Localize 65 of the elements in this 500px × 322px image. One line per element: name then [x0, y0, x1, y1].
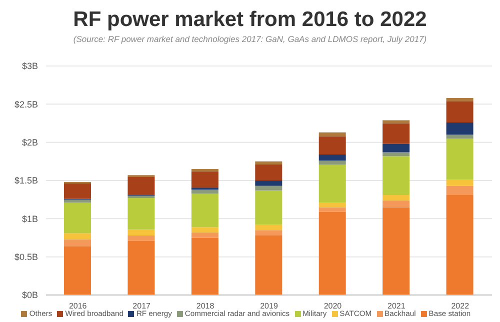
bar	[191, 190, 218, 194]
bar	[191, 227, 218, 232]
bar	[128, 229, 155, 236]
bar	[382, 123, 410, 144]
bar	[382, 144, 410, 152]
bar	[128, 176, 155, 196]
bar	[382, 120, 410, 124]
x-tick-label: 2018	[196, 302, 215, 311]
y-tick-label: $1.5B	[14, 176, 38, 186]
y-tick-label: $3B	[22, 61, 38, 72]
x-tick-label: 2017	[132, 302, 152, 311]
bar	[318, 160, 346, 164]
bar	[318, 202, 346, 208]
bar	[128, 240, 155, 295]
bar	[318, 136, 346, 155]
bar	[318, 164, 346, 203]
bar	[191, 232, 218, 238]
bar	[64, 233, 91, 240]
bar	[255, 224, 282, 230]
bar	[382, 207, 410, 295]
bar	[446, 101, 474, 122]
bar	[446, 138, 474, 180]
bar	[191, 238, 218, 295]
chart-title: RF power market from 2016 to 2022	[72, 7, 428, 33]
x-tick-label: 2022	[451, 302, 470, 311]
y-tick-label: $2.5B	[14, 99, 38, 110]
bar	[255, 230, 282, 236]
y-tick-label: $2B	[22, 138, 38, 148]
bar	[318, 207, 346, 212]
bar	[128, 198, 155, 230]
y-tick-label: $1B	[22, 214, 38, 224]
x-tick-label: 2016	[68, 302, 88, 311]
bar	[318, 154, 346, 161]
bar	[318, 132, 346, 136]
bar	[128, 235, 155, 241]
bar	[446, 122, 474, 135]
bar	[382, 156, 410, 196]
bar	[64, 239, 91, 246]
y-tick-label: $0B	[22, 290, 38, 300]
bar	[382, 195, 410, 200]
y-tick-label: $0.5B	[14, 252, 38, 262]
bar	[382, 152, 410, 156]
bar	[382, 200, 410, 208]
bar	[64, 184, 91, 199]
bar	[255, 161, 282, 164]
bar	[191, 171, 218, 188]
x-tick-label: 2020	[324, 302, 342, 311]
bar	[318, 212, 346, 295]
bar	[446, 134, 474, 139]
bar	[64, 246, 91, 295]
bar	[255, 235, 282, 295]
bar	[191, 193, 218, 228]
bar	[255, 190, 282, 225]
bar	[446, 180, 474, 186]
bar	[255, 164, 282, 180]
bar	[64, 200, 91, 203]
bar	[255, 186, 282, 190]
chart-subtitle: (Source: RF power market and technologies 2017: GaN, GaAs and LDMOS report, July 2017)	[72, 34, 428, 46]
x-tick-label: 2019	[260, 302, 278, 311]
bar	[446, 186, 474, 196]
bar	[255, 180, 282, 186]
x-tick-label: 2021	[388, 302, 406, 311]
bar	[64, 202, 91, 234]
bar	[446, 98, 474, 102]
bar	[446, 195, 474, 295]
